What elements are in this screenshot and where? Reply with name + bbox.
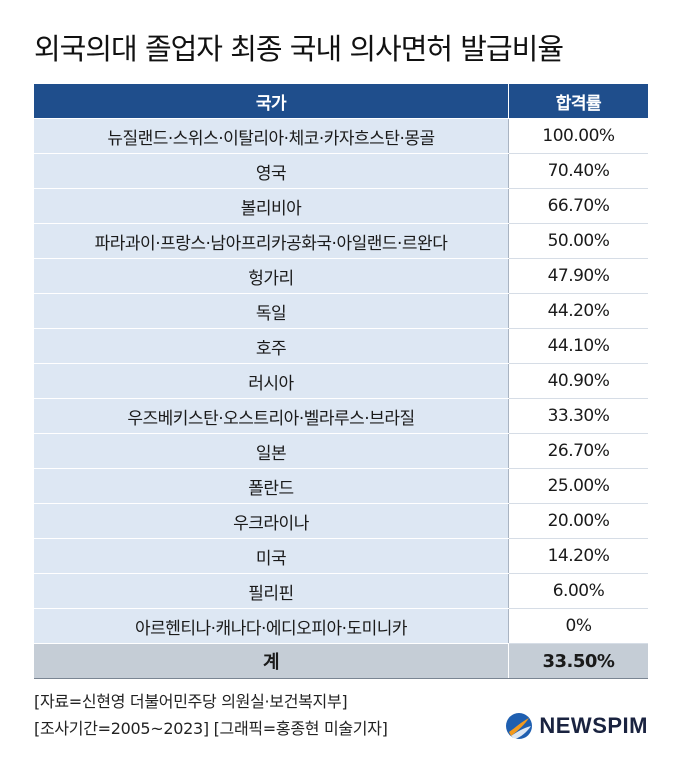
country-cell: 독일 — [34, 293, 509, 329]
rate-cell: 44.10% — [508, 328, 648, 364]
footer-notes: [자료=신현영 더불어민주당 의원실·보건복지부] [조사기간=2005~202… — [34, 688, 388, 742]
table-row: 볼리비아 66.70% — [34, 188, 648, 224]
newspim-logo: NEWSPIM — [505, 712, 648, 740]
table-body: 뉴질랜드·스위스·이탈리아·체코·카자흐스탄·몽골 100.00% 영국 70.40%… — [34, 118, 648, 679]
table-row: 우즈베키스탄·오스트리아·벨라루스·브라질 33.30% — [34, 398, 648, 434]
logo-text: NEWSPIM — [539, 713, 648, 738]
rate-cell: 25.00% — [508, 468, 648, 504]
table-row: 일본 26.70% — [34, 433, 648, 469]
country-cell: 볼리비아 — [34, 188, 509, 224]
rate-cell: 0% — [508, 608, 648, 644]
period-note: [조사기간=2005~2023] [그래픽=홍종현 미술기자] — [34, 719, 388, 738]
country-cell: 러시아 — [34, 363, 509, 399]
country-cell: 우즈베키스탄·오스트리아·벨라루스·브라질 — [34, 398, 509, 434]
table-row: 필리핀 6.00% — [34, 573, 648, 609]
rate-cell: 26.70% — [508, 433, 648, 469]
total-rate: 33.50% — [508, 643, 648, 679]
country-cell: 일본 — [34, 433, 509, 469]
table-row: 독일 44.20% — [34, 293, 648, 329]
table-row: 파라과이·프랑스·남아프리카공화국·아일랜드·르완다 50.00% — [34, 223, 648, 259]
table-row: 폴란드 25.00% — [34, 468, 648, 504]
rate-cell: 6.00% — [508, 573, 648, 609]
country-cell: 아르헨티나·캐나다·에디오피아·도미니카 — [34, 608, 509, 644]
source-note: [자료=신현영 더불어민주당 의원실·보건복지부] — [34, 692, 348, 711]
total-label: 계 — [34, 643, 509, 679]
rate-cell: 14.20% — [508, 538, 648, 574]
table-row: 호주 44.10% — [34, 328, 648, 364]
country-cell: 미국 — [34, 538, 509, 574]
rate-cell: 100.00% — [508, 118, 648, 154]
table-row: 헝가리 47.90% — [34, 258, 648, 294]
country-cell: 호주 — [34, 328, 509, 364]
table-header-row: 국가 합격률 — [34, 84, 648, 119]
country-cell: 영국 — [34, 153, 509, 189]
table-row: 뉴질랜드·스위스·이탈리아·체코·카자흐스탄·몽골 100.00% — [34, 118, 648, 154]
country-cell: 폴란드 — [34, 468, 509, 504]
column-header-country: 국가 — [34, 84, 509, 119]
table-total-row: 계 33.50% — [34, 643, 648, 679]
country-cell: 파라과이·프랑스·남아프리카공화국·아일랜드·르완다 — [34, 223, 509, 259]
table-row: 영국 70.40% — [34, 153, 648, 189]
pass-rate-table: 국가 합격률 뉴질랜드·스위스·이탈리아·체코·카자흐스탄·몽골 100.00% 영… — [34, 84, 648, 679]
country-cell: 뉴질랜드·스위스·이탈리아·체코·카자흐스탄·몽골 — [34, 118, 509, 154]
table-row: 미국 14.20% — [34, 538, 648, 574]
table-row: 러시아 40.90% — [34, 363, 648, 399]
table-row: 아르헨티나·캐나다·에디오피아·도미니카 0% — [34, 608, 648, 644]
rate-cell: 20.00% — [508, 503, 648, 539]
rate-cell: 70.40% — [508, 153, 648, 189]
chart-title: 외국의대 졸업자 최종 국내 의사면허 발급비율 — [34, 32, 564, 66]
country-cell: 헝가리 — [34, 258, 509, 294]
rate-cell: 50.00% — [508, 223, 648, 259]
rate-cell: 66.70% — [508, 188, 648, 224]
country-cell: 우크라이나 — [34, 503, 509, 539]
rate-cell: 40.90% — [508, 363, 648, 399]
table-row: 우크라이나 20.00% — [34, 503, 648, 539]
newspim-logo-icon — [506, 713, 533, 739]
rate-cell: 33.30% — [508, 398, 648, 434]
rate-cell: 47.90% — [508, 258, 648, 294]
rate-cell: 44.20% — [508, 293, 648, 329]
country-cell: 필리핀 — [34, 573, 509, 609]
column-header-rate: 합격률 — [508, 84, 648, 119]
